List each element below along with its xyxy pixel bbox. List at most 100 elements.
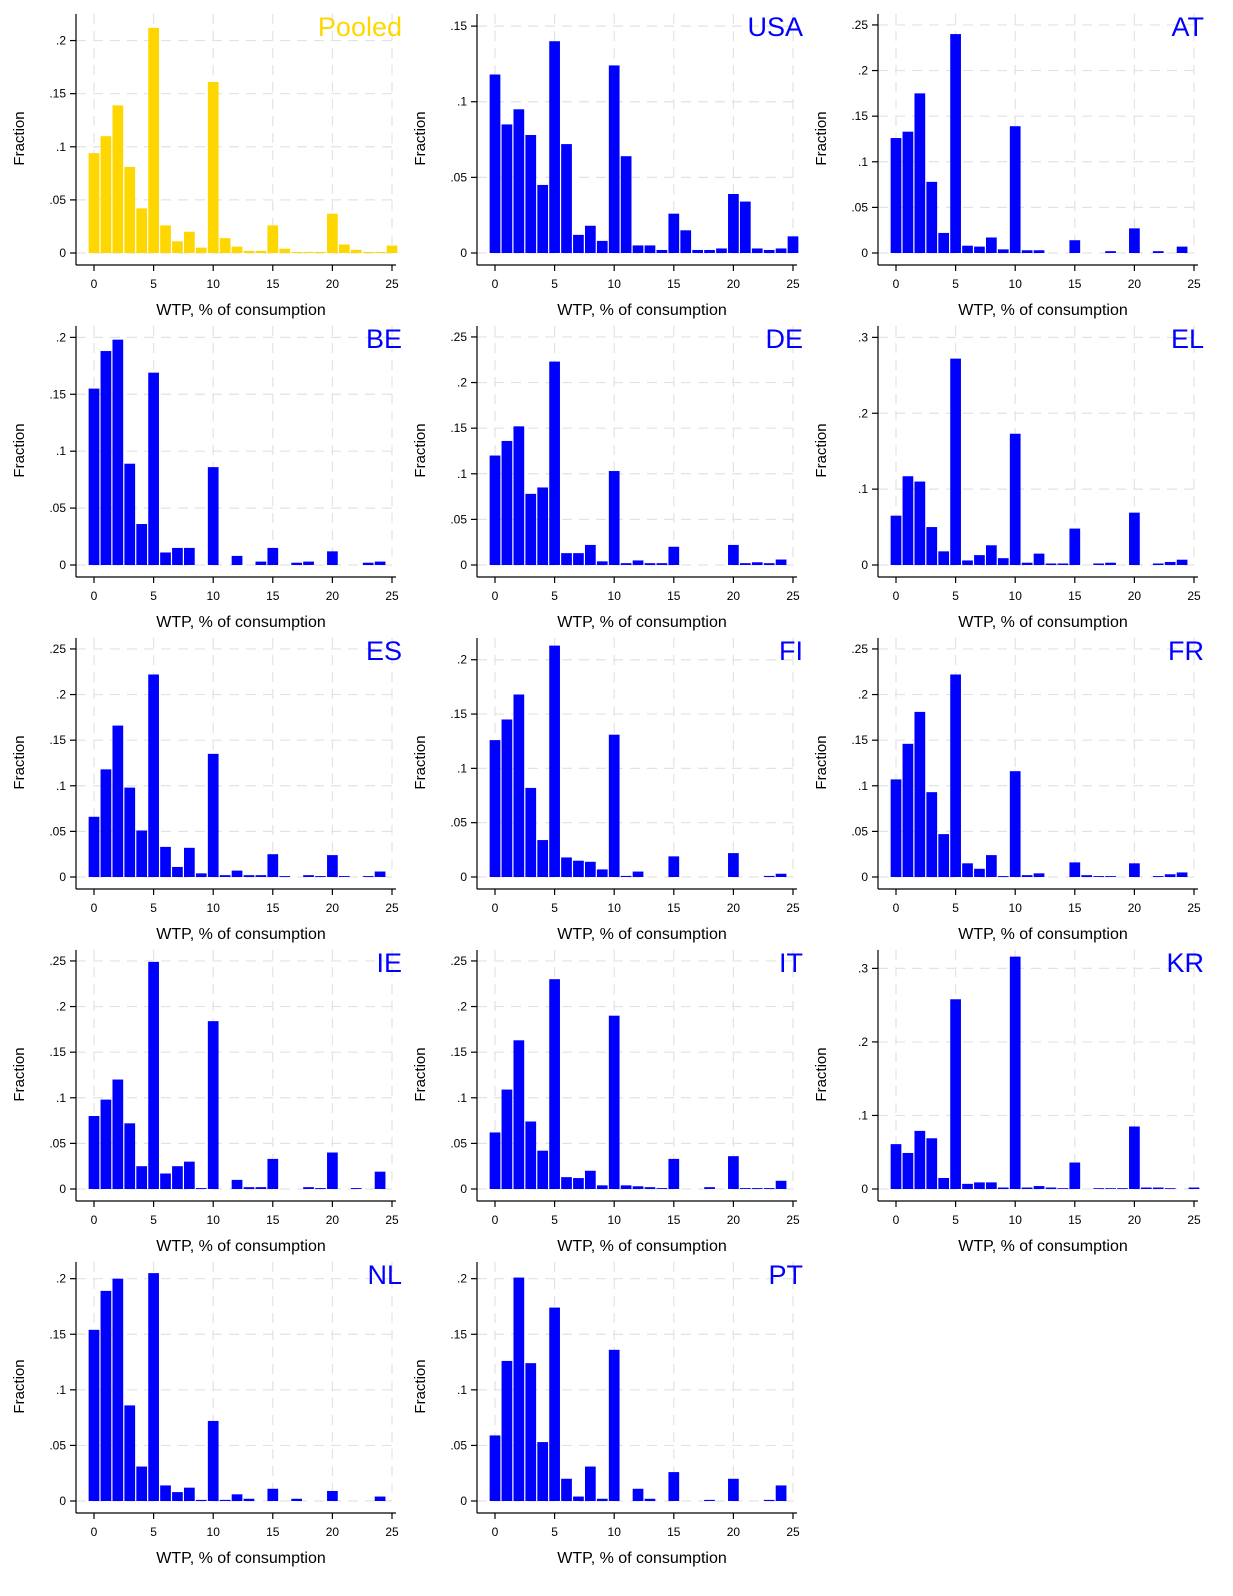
x-axis-label: WTP, % of consumption	[958, 302, 1128, 319]
y-tick-label: .15	[450, 19, 467, 33]
bar-es-6	[160, 846, 171, 877]
bar-pt-7	[573, 1496, 584, 1501]
panel-title: BE	[366, 324, 402, 354]
bar-kr-17	[1093, 1188, 1104, 1189]
x-tick-label: 5	[551, 277, 558, 291]
bar-nl-0	[88, 1329, 100, 1501]
histogram-fr: 0 .05 .1 .15 .2 .25 0 5 10 15 20 25 WTP, % of consum…	[802, 624, 1204, 943]
x-tick-label: 25	[1187, 1213, 1201, 1227]
y-axis-label: Fraction	[412, 423, 429, 477]
y-tick-label: 0	[59, 558, 66, 572]
x-tick-label: 10	[1009, 901, 1023, 915]
y-tick-label: .05	[49, 501, 66, 515]
y-tick-label: .05	[49, 193, 66, 207]
bar-es-20	[327, 855, 338, 877]
bar-es-16	[279, 876, 291, 877]
bar-fi-8	[585, 861, 596, 877]
y-tick-label: .1	[56, 779, 66, 793]
bars	[88, 674, 386, 877]
bar-el-23	[1164, 561, 1176, 565]
x-tick-label: 0	[893, 589, 900, 603]
x-tick-label: 25	[786, 589, 800, 603]
x-tick-label: 25	[786, 277, 800, 291]
bar-it-2	[513, 1040, 525, 1189]
histogram-svg-es: 0 .05 .1 .15 .2 .25 0 5 10 15 20 25 WTP, % of consum…	[11, 636, 402, 943]
y-tick-label: .1	[457, 467, 467, 481]
bar-kr-22	[1152, 1187, 1164, 1189]
x-axis-label: WTP, % of consumption	[156, 1550, 326, 1567]
bar-it-10	[608, 1015, 620, 1189]
bar-pooled-1	[100, 136, 112, 253]
x-tick-label: 15	[1068, 901, 1082, 915]
x-tick-label: 15	[266, 901, 280, 915]
y-tick-label: .1	[457, 1091, 467, 1105]
y-tick-label: .1	[56, 1091, 66, 1105]
bar-pooled-25	[386, 245, 398, 253]
bar-at-1	[902, 131, 914, 253]
y-tick-label: .05	[851, 200, 868, 214]
gridlines	[477, 326, 797, 566]
bar-nl-9	[195, 1499, 207, 1501]
y-tick-label: .15	[49, 387, 66, 401]
y-tick-label: .1	[858, 155, 868, 169]
x-tick-label: 15	[667, 1213, 681, 1227]
bar-fr-16	[1081, 875, 1093, 877]
bar-pooled-0	[88, 153, 100, 253]
x-tick-label: 25	[1187, 901, 1201, 915]
bar-it-9	[596, 1185, 608, 1189]
bar-it-12	[632, 1186, 644, 1189]
y-tick-label: 0	[59, 870, 66, 884]
bar-es-15	[267, 854, 279, 877]
bar-fr-4	[938, 834, 950, 877]
bar-pooled-10	[207, 81, 219, 253]
bar-kr-12	[1033, 1186, 1045, 1189]
bar-ie-2	[112, 1079, 124, 1189]
y-tick-label: .2	[858, 688, 868, 702]
bar-at-22	[1152, 251, 1164, 253]
bar-de-22	[751, 562, 763, 565]
bar-it-8	[585, 1170, 596, 1189]
bar-be-12	[231, 555, 243, 565]
bars	[890, 956, 1200, 1189]
bar-nl-15	[267, 1488, 279, 1501]
y-tick-label: 0	[59, 246, 66, 260]
bar-fr-11	[1021, 875, 1033, 877]
x-tick-label: 25	[786, 1525, 800, 1539]
bars	[88, 1273, 386, 1501]
x-tick-label: 10	[608, 277, 622, 291]
x-tick-label: 10	[207, 1525, 221, 1539]
bar-fi-2	[513, 694, 525, 877]
bar-es-7	[172, 866, 183, 877]
bar-nl-11	[219, 1499, 231, 1501]
bar-kr-20	[1129, 1126, 1140, 1189]
bar-el-22	[1152, 563, 1164, 565]
bar-pooled-14	[255, 250, 267, 253]
bar-be-2	[112, 339, 124, 565]
bar-pt-1	[501, 1360, 513, 1501]
bar-pt-9	[596, 1498, 608, 1501]
y-tick-label: 0	[861, 870, 868, 884]
x-axis-label: WTP, % of consumption	[156, 926, 326, 943]
bar-es-23	[362, 876, 374, 877]
bar-pt-15	[668, 1472, 680, 1501]
y-tick-label: .25	[49, 954, 66, 968]
y-tick-label: .2	[858, 64, 868, 78]
histogram-svg-fr: 0 .05 .1 .15 .2 .25 0 5 10 15 20 25 WTP, % of consum…	[813, 636, 1204, 943]
bar-ie-18	[303, 1187, 314, 1189]
x-tick-label: 5	[150, 589, 157, 603]
x-tick-label: 25	[385, 901, 399, 915]
bar-usa-14	[656, 249, 668, 253]
bar-kr-7	[974, 1182, 985, 1189]
panel-title: FI	[779, 636, 803, 666]
x-tick-label: 0	[492, 277, 499, 291]
bar-kr-0	[890, 1144, 902, 1189]
y-tick-label: .25	[450, 954, 467, 968]
x-tick-label: 25	[1187, 589, 1201, 603]
x-tick-label: 0	[91, 1213, 98, 1227]
bar-fi-23	[763, 875, 775, 877]
bars	[88, 339, 386, 565]
bar-fi-3	[525, 787, 537, 877]
y-tick-label: .3	[858, 330, 868, 344]
histogram-svg-kr: 0 .1 .2 .3 0 5 10 15 20 25 WTP, % of consumption Fr…	[813, 948, 1204, 1255]
bar-pt-0	[489, 1435, 501, 1501]
